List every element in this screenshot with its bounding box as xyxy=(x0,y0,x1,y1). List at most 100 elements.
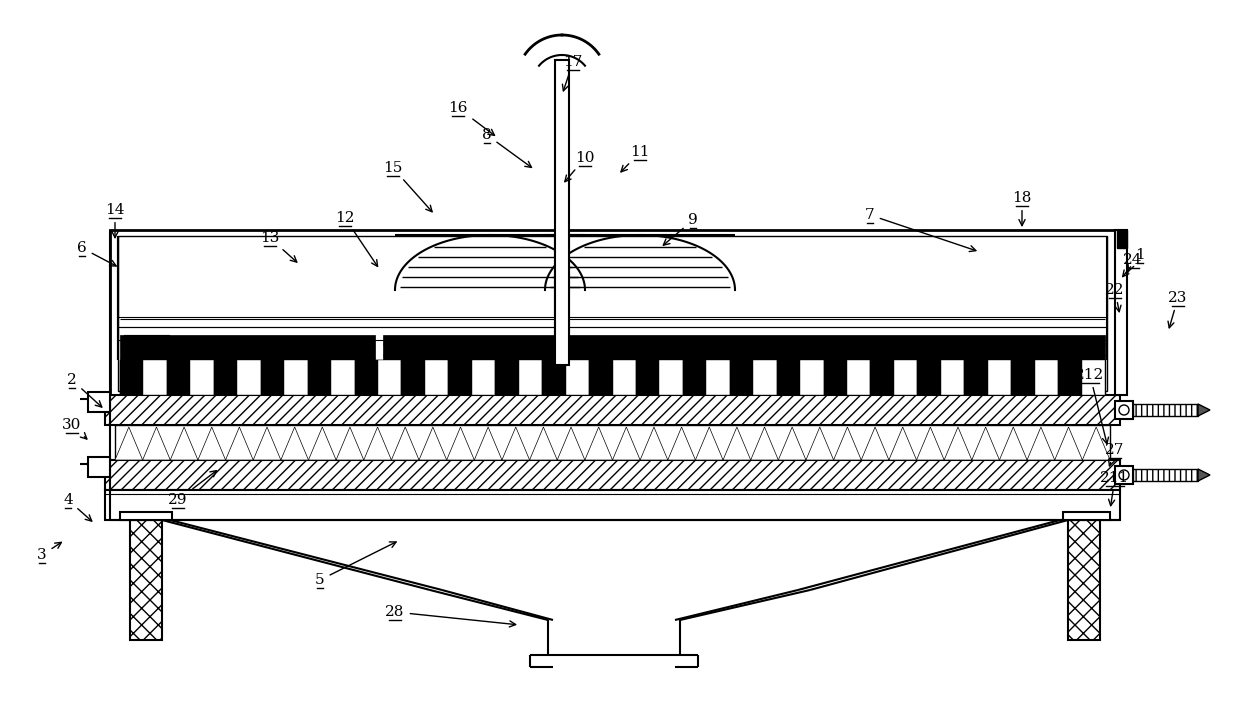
Polygon shape xyxy=(613,427,640,460)
Polygon shape xyxy=(972,427,999,460)
Bar xyxy=(191,360,213,395)
Bar xyxy=(144,360,167,395)
Bar xyxy=(105,490,1120,520)
Bar xyxy=(918,360,941,395)
Bar xyxy=(115,425,1110,460)
Bar xyxy=(471,360,495,395)
Polygon shape xyxy=(143,427,170,460)
Bar xyxy=(941,360,965,395)
Bar xyxy=(449,360,471,395)
Bar xyxy=(965,360,988,395)
Text: 14: 14 xyxy=(105,203,125,237)
Bar xyxy=(894,360,918,395)
Polygon shape xyxy=(585,427,613,460)
Text: 24: 24 xyxy=(1123,253,1143,272)
Bar xyxy=(88,392,110,412)
Polygon shape xyxy=(1083,427,1110,460)
Bar xyxy=(636,360,660,395)
Bar xyxy=(284,360,308,395)
Bar xyxy=(120,360,144,395)
Bar xyxy=(120,360,1105,395)
Text: 6: 6 xyxy=(77,241,117,266)
Bar xyxy=(1115,401,1133,419)
Bar xyxy=(378,360,402,395)
Text: 12: 12 xyxy=(335,211,378,266)
Bar xyxy=(88,457,110,477)
Bar xyxy=(105,460,1120,490)
Bar xyxy=(355,360,378,395)
Bar xyxy=(753,360,776,395)
Bar xyxy=(1011,360,1034,395)
Bar xyxy=(1058,360,1081,395)
Bar xyxy=(660,360,683,395)
Polygon shape xyxy=(170,427,198,460)
Polygon shape xyxy=(916,427,944,460)
Bar xyxy=(120,512,172,520)
Text: 27: 27 xyxy=(1105,443,1125,466)
Text: 29: 29 xyxy=(169,470,217,507)
Text: 9: 9 xyxy=(663,213,698,245)
Bar xyxy=(1068,520,1100,640)
Circle shape xyxy=(1118,405,1128,415)
Bar xyxy=(1081,360,1105,395)
Bar xyxy=(331,360,355,395)
Polygon shape xyxy=(862,427,889,460)
Bar xyxy=(776,360,800,395)
Polygon shape xyxy=(419,427,446,460)
Polygon shape xyxy=(529,427,557,460)
Text: 30: 30 xyxy=(62,418,87,439)
Polygon shape xyxy=(309,427,336,460)
Polygon shape xyxy=(750,427,779,460)
Bar xyxy=(565,360,589,395)
Text: 8: 8 xyxy=(482,128,532,168)
Text: 15: 15 xyxy=(383,161,432,212)
Bar xyxy=(1034,360,1058,395)
Bar xyxy=(556,60,569,365)
Polygon shape xyxy=(696,427,723,460)
Polygon shape xyxy=(640,427,668,460)
Polygon shape xyxy=(226,427,253,460)
Bar xyxy=(707,360,730,395)
Bar xyxy=(308,360,331,395)
Polygon shape xyxy=(198,427,226,460)
Polygon shape xyxy=(446,427,475,460)
Bar xyxy=(683,360,707,395)
Bar xyxy=(213,360,237,395)
Text: 1: 1 xyxy=(1122,248,1145,277)
Polygon shape xyxy=(833,427,862,460)
Text: 2: 2 xyxy=(67,373,102,407)
Polygon shape xyxy=(668,427,696,460)
Polygon shape xyxy=(115,427,143,460)
Bar xyxy=(823,360,847,395)
Text: 18: 18 xyxy=(1012,191,1032,226)
Bar xyxy=(870,360,894,395)
Bar xyxy=(730,360,753,395)
Polygon shape xyxy=(557,427,585,460)
Bar xyxy=(130,520,162,640)
Polygon shape xyxy=(944,427,972,460)
Bar xyxy=(518,360,542,395)
Text: 3: 3 xyxy=(37,542,61,562)
Polygon shape xyxy=(889,427,916,460)
Text: 10: 10 xyxy=(564,151,595,182)
Polygon shape xyxy=(1055,427,1083,460)
Polygon shape xyxy=(723,427,750,460)
Bar xyxy=(613,360,636,395)
Bar xyxy=(1115,466,1133,484)
Bar xyxy=(260,360,284,395)
Polygon shape xyxy=(502,427,529,460)
Polygon shape xyxy=(1198,404,1210,416)
Text: 11: 11 xyxy=(621,145,650,172)
Bar xyxy=(237,360,260,395)
Bar xyxy=(110,230,1115,395)
Polygon shape xyxy=(1198,469,1210,481)
Text: 22: 22 xyxy=(1105,283,1125,311)
Bar xyxy=(167,360,191,395)
Bar xyxy=(402,360,425,395)
Text: 5: 5 xyxy=(315,542,396,587)
Circle shape xyxy=(1118,470,1128,480)
Bar xyxy=(1115,230,1127,395)
Bar xyxy=(425,360,449,395)
Bar xyxy=(800,360,823,395)
Bar xyxy=(542,360,565,395)
